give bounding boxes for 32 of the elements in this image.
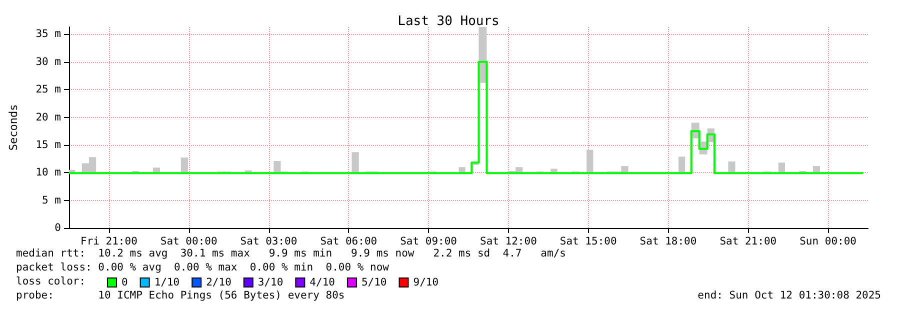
- legend-label: 0: [122, 276, 128, 288]
- x-tick-label: Sat 21:00: [720, 236, 777, 248]
- x-tick-label: Sat 12:00: [480, 236, 537, 248]
- text: probe: 10 ICMP Echo Pings (56 Bytes) every 80s: [16, 290, 345, 302]
- chart-title: Last 30 Hours: [398, 14, 500, 29]
- text: end: Sun Oct 12 01:30:08 2025: [698, 290, 882, 302]
- text: median rtt: 10.2 ms avg 30.1 ms max 9.9 ms min 9.9 ms now 2.2 ms sd 4.7 am/s: [16, 248, 566, 260]
- y-tick-label: 5 m: [42, 194, 61, 206]
- y-tick-label: 10 m: [36, 166, 61, 179]
- legend-label: 1/10: [154, 276, 180, 288]
- y-axis-title: Seconds: [7, 104, 20, 151]
- y-tick-label: 35 m: [36, 28, 61, 40]
- x-tick-label: Sat 18:00: [640, 236, 697, 248]
- legend-label: 9/10: [413, 276, 439, 288]
- x-tick-label: Sun 00:00: [800, 236, 857, 248]
- x-tick-label: Sat 06:00: [320, 236, 378, 248]
- x-tick-label: Sat 09:00: [400, 236, 458, 248]
- x-tick-label: Sat 00:00: [160, 236, 218, 248]
- x-tick-label: Fri 21:00: [80, 236, 138, 248]
- legend-label: 2/10: [206, 276, 232, 288]
- legend-label: 5/10: [361, 276, 387, 288]
- y-tick-label: 0: [54, 222, 61, 234]
- legend-label: 4/10: [310, 276, 335, 288]
- y-tick-label: 20 m: [36, 111, 61, 124]
- x-tick-label: Sat 15:00: [560, 236, 617, 248]
- y-tick-label: 15 m: [36, 138, 61, 151]
- y-tick-label: 30 m: [36, 56, 61, 68]
- y-tick-label: 25 m: [36, 84, 61, 96]
- legend-label: 3/10: [258, 276, 284, 288]
- x-tick-label: Sat 03:00: [240, 236, 298, 248]
- text: packet loss: 0.00 % avg 0.00 % max 0.00 % min 0.00 % now: [16, 262, 390, 274]
- legend-title: loss color:: [16, 276, 86, 288]
